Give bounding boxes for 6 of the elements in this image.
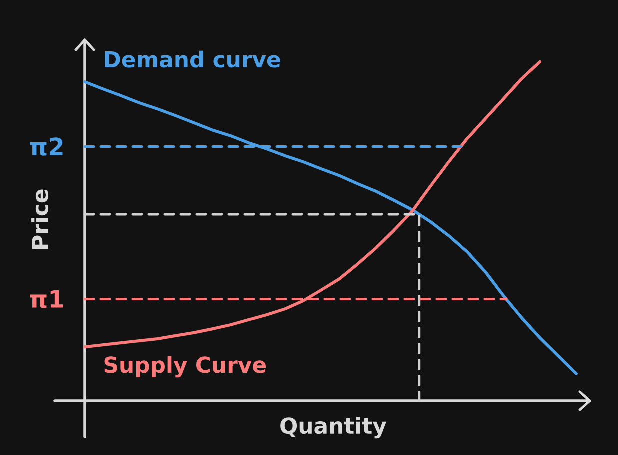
series-label: Supply Curve bbox=[104, 356, 266, 378]
series-label: Demand curve bbox=[105, 50, 280, 68]
ref-line-label: π1 bbox=[30, 290, 64, 308]
y-axis-title: Price bbox=[32, 190, 49, 249]
x-axis-title: Quantity bbox=[280, 417, 387, 439]
ref-line-label: π2 bbox=[30, 138, 63, 156]
